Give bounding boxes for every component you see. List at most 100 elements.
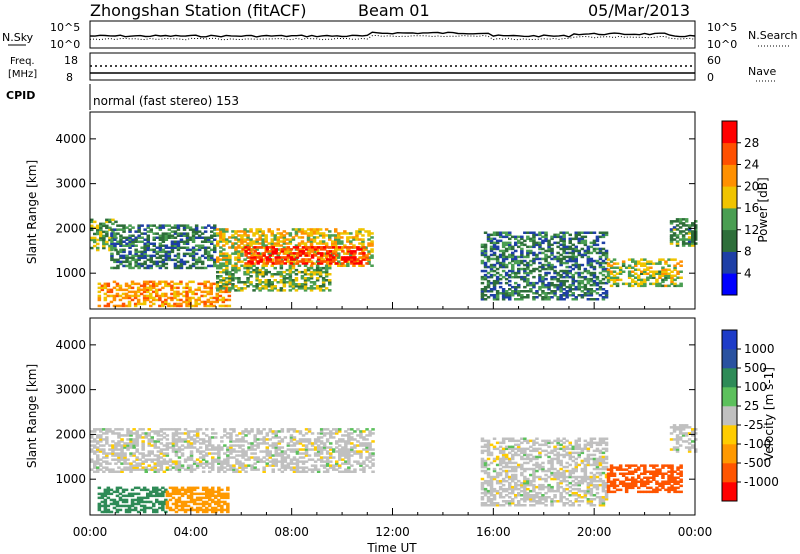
power-cell xyxy=(687,236,692,239)
power-echo-region xyxy=(110,224,217,270)
power-cell xyxy=(252,232,256,235)
power-cell xyxy=(498,261,503,265)
vel-cell xyxy=(486,481,491,485)
vel-cell xyxy=(344,446,348,449)
vel-cell xyxy=(532,485,536,489)
power-cell xyxy=(274,260,278,263)
power-cell xyxy=(128,260,132,264)
power-cell xyxy=(143,228,147,231)
power-cell xyxy=(646,262,650,265)
power-cell xyxy=(324,266,329,270)
power-cell xyxy=(621,270,626,273)
power-cell xyxy=(237,238,241,241)
vel-cell xyxy=(162,444,167,447)
vel-cell xyxy=(241,432,245,435)
vel-cell xyxy=(298,448,303,451)
power-cell xyxy=(276,236,280,239)
power-cell xyxy=(279,232,284,235)
power-cell xyxy=(295,262,300,265)
vel-cell xyxy=(211,466,215,469)
vel-cell xyxy=(501,487,506,491)
vel-cell xyxy=(304,438,309,441)
vel-cell xyxy=(556,451,560,455)
power-cell xyxy=(297,242,302,245)
power-cell xyxy=(197,286,201,290)
power-cell xyxy=(595,239,600,243)
power-cell xyxy=(684,218,689,221)
power-cell xyxy=(179,292,183,296)
noise-left-tick-bottom: 10^0 xyxy=(50,38,80,51)
power-cell xyxy=(282,277,287,280)
power-cell xyxy=(255,283,259,286)
vel-cell xyxy=(106,488,111,492)
power-cell xyxy=(122,226,126,229)
power-cell xyxy=(343,244,347,247)
power-cell xyxy=(483,294,488,297)
vel-cell xyxy=(483,463,488,467)
vel-cell xyxy=(126,446,130,449)
power-cell xyxy=(231,268,235,272)
vel-cell xyxy=(93,430,97,433)
power-cell xyxy=(504,233,509,237)
power-cell xyxy=(526,296,530,299)
vel-cell xyxy=(508,477,512,481)
power-cell xyxy=(492,245,497,249)
vel-cell xyxy=(186,444,191,447)
power-cell xyxy=(294,285,299,288)
power-cell xyxy=(250,254,254,257)
vel-cell xyxy=(153,468,157,471)
vel-cell xyxy=(147,440,151,443)
vel-cell xyxy=(150,460,154,463)
vel-cell xyxy=(301,456,306,459)
power-cell xyxy=(562,239,566,243)
vel-cell xyxy=(123,442,127,445)
vel-cell xyxy=(356,450,360,453)
vel-cell xyxy=(501,437,506,440)
vel-cell xyxy=(114,454,118,457)
power-cell xyxy=(188,302,192,306)
vel-cell xyxy=(562,489,566,493)
vel-cell xyxy=(332,450,336,453)
vel-cell xyxy=(205,502,209,506)
vel-cell xyxy=(325,452,330,455)
power-cell xyxy=(139,302,144,306)
power-cell xyxy=(200,226,205,229)
vel-cell xyxy=(292,470,297,473)
power-cell xyxy=(259,246,263,249)
power-cell xyxy=(514,290,518,293)
vel-cell xyxy=(195,506,200,510)
power-cell xyxy=(155,288,159,292)
power-cell xyxy=(556,233,560,237)
vel-cell xyxy=(250,464,254,467)
power-cell xyxy=(367,242,371,245)
vel-cell xyxy=(480,465,485,469)
vel-cell xyxy=(150,440,154,443)
vel-cell xyxy=(529,483,533,487)
vel-cell xyxy=(341,434,345,437)
power-cell xyxy=(550,281,554,285)
vel-cell xyxy=(161,486,165,490)
power-cell xyxy=(228,287,232,290)
vel-cell xyxy=(483,494,488,497)
vel-cell xyxy=(307,440,312,443)
vel-cell xyxy=(556,483,560,487)
power-cell xyxy=(495,275,500,279)
power-cell xyxy=(228,246,232,249)
power-cell xyxy=(176,298,180,302)
vel-cell xyxy=(335,428,339,431)
vel-cell xyxy=(350,438,354,441)
power-cell xyxy=(219,252,223,255)
power-cell xyxy=(577,263,581,267)
power-cell xyxy=(319,262,324,265)
power-cell xyxy=(240,230,244,233)
power-cell xyxy=(643,258,647,261)
vel-cell xyxy=(256,468,260,471)
vel-cell xyxy=(547,467,551,471)
power-cell xyxy=(288,275,293,278)
power-cell xyxy=(218,290,223,294)
y-tick-label: 4000 xyxy=(55,132,86,146)
vel-cell xyxy=(189,492,194,496)
power-cell xyxy=(526,294,530,297)
power-cell xyxy=(501,269,506,273)
power-cell xyxy=(553,271,557,275)
